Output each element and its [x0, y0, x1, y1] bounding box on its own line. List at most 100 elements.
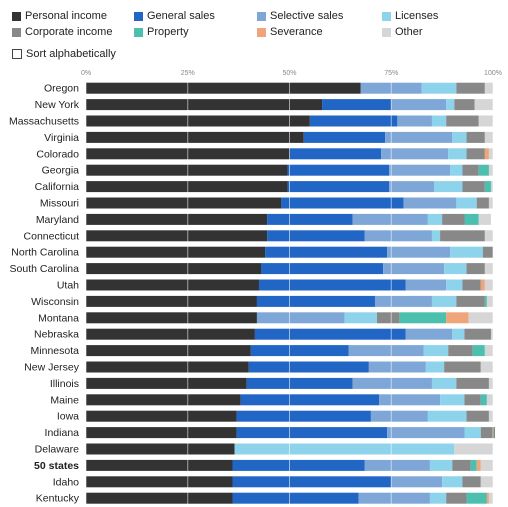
bar-segment-property[interactable]: [464, 213, 479, 225]
bar-segment-personal-income[interactable]: [86, 443, 235, 455]
bar-segment-personal-income[interactable]: [86, 361, 249, 373]
bar-segment-general-sales[interactable]: [256, 295, 375, 307]
bar-segment-selective-sales[interactable]: [385, 131, 453, 143]
bar-segment-licenses[interactable]: [456, 197, 477, 209]
bar-segment-licenses[interactable]: [423, 345, 449, 357]
bar-segment-corporate-income[interactable]: [440, 230, 485, 242]
bar-segment-licenses[interactable]: [464, 427, 481, 439]
bar-segment-corporate-income[interactable]: [462, 476, 481, 488]
bar-segment-corporate-income[interactable]: [464, 394, 481, 406]
bar-segment-corporate-income[interactable]: [442, 213, 465, 225]
bar-segment-licenses[interactable]: [431, 115, 447, 127]
bar-segment-property[interactable]: [470, 459, 477, 471]
bar-segment-other[interactable]: [484, 131, 493, 143]
bar-segment-personal-income[interactable]: [86, 213, 268, 225]
bar-segment-personal-income[interactable]: [86, 82, 361, 94]
bar-segment-other[interactable]: [478, 115, 493, 127]
bar-segment-personal-income[interactable]: [86, 427, 237, 439]
bar-segment-licenses[interactable]: [452, 131, 467, 143]
bar-segment-corporate-income[interactable]: [462, 279, 481, 291]
bar-segment-selective-sales[interactable]: [405, 328, 453, 340]
bar-segment-personal-income[interactable]: [86, 181, 288, 193]
bar-segment-selective-sales[interactable]: [381, 148, 449, 160]
bar-segment-personal-income[interactable]: [86, 410, 237, 422]
bar-segment-selective-sales[interactable]: [389, 164, 451, 176]
bar-segment-corporate-income[interactable]: [452, 459, 471, 471]
bar-segment-severance[interactable]: [480, 279, 485, 291]
bar-segment-general-sales[interactable]: [267, 230, 365, 242]
bar-segment-general-sales[interactable]: [289, 148, 382, 160]
bar-segment-selective-sales[interactable]: [370, 410, 428, 422]
bar-segment-other[interactable]: [484, 82, 493, 94]
bar-segment-severance[interactable]: [446, 312, 469, 324]
bar-segment-licenses[interactable]: [427, 213, 443, 225]
bar-segment-personal-income[interactable]: [86, 328, 255, 340]
bar-segment-general-sales[interactable]: [287, 164, 390, 176]
bar-segment-other[interactable]: [454, 443, 493, 455]
bar-segment-personal-income[interactable]: [86, 131, 304, 143]
bar-segment-general-sales[interactable]: [254, 328, 406, 340]
bar-segment-licenses[interactable]: [448, 148, 467, 160]
bar-segment-corporate-income[interactable]: [377, 312, 400, 324]
bar-segment-corporate-income[interactable]: [466, 131, 485, 143]
bar-segment-personal-income[interactable]: [86, 246, 266, 258]
bar-segment-licenses[interactable]: [421, 82, 457, 94]
bar-segment-corporate-income[interactable]: [456, 295, 485, 307]
bar-segment-licenses[interactable]: [425, 361, 445, 373]
bar-segment-corporate-income[interactable]: [462, 164, 479, 176]
bar-segment-general-sales[interactable]: [250, 345, 349, 357]
bar-segment-other[interactable]: [484, 345, 493, 357]
bar-segment-licenses[interactable]: [446, 99, 455, 111]
bar-segment-licenses[interactable]: [429, 492, 447, 504]
bar-segment-other[interactable]: [488, 492, 493, 504]
bar-segment-property[interactable]: [478, 164, 489, 176]
bar-segment-licenses[interactable]: [446, 279, 463, 291]
bar-segment-personal-income[interactable]: [86, 345, 251, 357]
bar-segment-selective-sales[interactable]: [383, 263, 445, 275]
bar-segment-licenses[interactable]: [450, 164, 463, 176]
bar-segment-other[interactable]: [480, 361, 493, 373]
bar-segment-selective-sales[interactable]: [391, 99, 447, 111]
bar-segment-personal-income[interactable]: [86, 492, 233, 504]
bar-segment-selective-sales[interactable]: [358, 492, 430, 504]
bar-segment-other[interactable]: [488, 377, 493, 389]
bar-segment-corporate-income[interactable]: [464, 328, 491, 340]
bar-segment-other[interactable]: [478, 213, 491, 225]
bar-segment-personal-income[interactable]: [86, 394, 241, 406]
bar-segment-general-sales[interactable]: [303, 131, 386, 143]
bar-segment-corporate-income[interactable]: [466, 263, 485, 275]
bar-segment-other[interactable]: [484, 263, 493, 275]
bar-segment-licenses[interactable]: [433, 181, 463, 193]
bar-segment-personal-income[interactable]: [86, 164, 288, 176]
bar-segment-severance[interactable]: [476, 459, 481, 471]
bar-segment-personal-income[interactable]: [86, 459, 233, 471]
bar-segment-selective-sales[interactable]: [348, 345, 424, 357]
bar-segment-selective-sales[interactable]: [387, 427, 465, 439]
bar-segment-property[interactable]: [484, 295, 487, 307]
bar-segment-personal-income[interactable]: [86, 295, 257, 307]
bar-segment-licenses[interactable]: [427, 410, 467, 422]
bar-segment-selective-sales[interactable]: [391, 476, 443, 488]
bar-segment-corporate-income[interactable]: [466, 410, 489, 422]
bar-segment-corporate-income[interactable]: [448, 345, 473, 357]
bar-segment-selective-sales[interactable]: [403, 197, 457, 209]
bar-segment-general-sales[interactable]: [236, 427, 388, 439]
bar-segment-licenses[interactable]: [452, 328, 465, 340]
bar-segment-general-sales[interactable]: [246, 377, 353, 389]
bar-segment-other[interactable]: [486, 295, 493, 307]
bar-segment-corporate-income[interactable]: [456, 82, 485, 94]
bar-segment-other[interactable]: [488, 410, 493, 422]
bar-segment-general-sales[interactable]: [232, 492, 359, 504]
bar-segment-licenses[interactable]: [442, 476, 463, 488]
bar-segment-general-sales[interactable]: [265, 246, 388, 258]
bar-segment-personal-income[interactable]: [86, 263, 262, 275]
bar-segment-property[interactable]: [484, 181, 491, 193]
bar-segment-corporate-income[interactable]: [444, 361, 481, 373]
bar-segment-general-sales[interactable]: [309, 115, 398, 127]
bar-segment-general-sales[interactable]: [240, 394, 380, 406]
bar-segment-licenses[interactable]: [234, 443, 455, 455]
bar-segment-personal-income[interactable]: [86, 99, 323, 111]
bar-segment-selective-sales[interactable]: [364, 230, 432, 242]
bar-segment-corporate-income[interactable]: [462, 181, 485, 193]
bar-segment-other[interactable]: [474, 99, 493, 111]
